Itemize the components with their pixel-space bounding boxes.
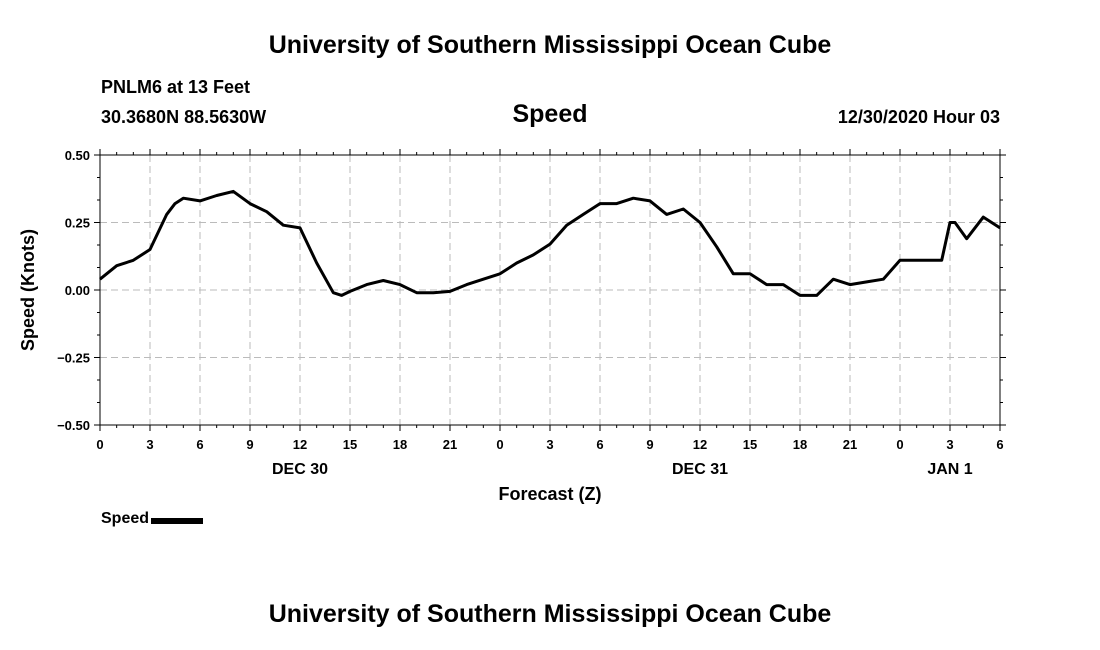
- x-date-label: JAN 1: [927, 461, 972, 478]
- x-tick-label: 9: [646, 437, 653, 452]
- y-tick-label: −0.25: [57, 351, 90, 366]
- x-tick-label: 0: [96, 437, 103, 452]
- top-title: University of Southern Mississippi Ocean…: [268, 31, 832, 59]
- x-tick-label: 18: [393, 437, 407, 452]
- x-tick-label: 3: [946, 437, 953, 452]
- x-tick-label: 9: [246, 437, 253, 452]
- x-tick-label: 12: [693, 437, 707, 452]
- plot-frame: [99, 154, 1001, 426]
- x-tick-label: 0: [896, 437, 903, 452]
- coordinates-label: 30.3680N 88.5630W: [101, 107, 267, 127]
- x-tick-label: 21: [443, 437, 457, 452]
- bottom-title: University of Southern Mississippi Ocean…: [268, 600, 832, 628]
- y-axis-title: Speed (Knots): [18, 229, 38, 351]
- legend-label: Speed: [101, 510, 150, 527]
- x-tick-label: 21: [843, 437, 857, 452]
- plot-title: Speed: [512, 100, 588, 128]
- x-tick-label: 6: [196, 437, 203, 452]
- x-tick-label: 3: [146, 437, 153, 452]
- x-tick-label: 6: [996, 437, 1003, 452]
- legend-line-swatch: [151, 517, 204, 524]
- legend: Speed: [101, 510, 204, 528]
- x-tick-label: 0: [496, 437, 503, 452]
- x-tick-label: 18: [793, 437, 807, 452]
- y-tick-label: 0.50: [65, 148, 90, 163]
- x-date-label: DEC 31: [672, 461, 728, 478]
- station-label: PNLM6 at 13 Feet: [101, 77, 251, 97]
- y-tick-label: −0.50: [57, 418, 90, 433]
- x-axis-title: Forecast (Z): [498, 484, 601, 504]
- x-tick-label: 12: [293, 437, 307, 452]
- x-date-label: DEC 30: [272, 461, 328, 478]
- run-time-label: 12/30/2020 Hour 03: [837, 107, 1000, 127]
- y-tick-label: 0.00: [65, 283, 90, 298]
- x-tick-label: 3: [546, 437, 553, 452]
- x-tick-label: 15: [743, 437, 757, 452]
- x-tick-label: 15: [343, 437, 357, 452]
- x-tick-label: 6: [596, 437, 603, 452]
- y-tick-label: 0.25: [65, 216, 90, 231]
- speed-series-line: [99, 189, 1001, 297]
